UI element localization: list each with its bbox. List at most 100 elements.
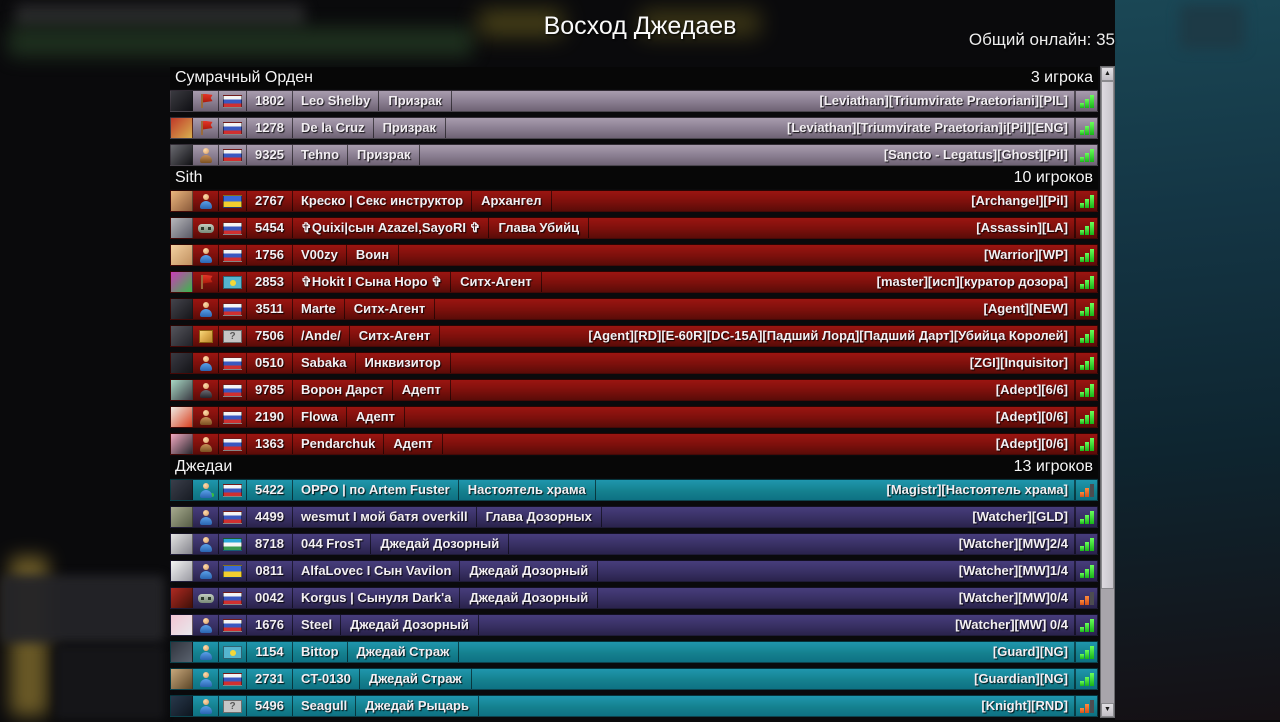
player-avatar[interactable] [171,145,193,165]
user-blue-icon [197,247,215,264]
player-row[interactable]: 2190 Flowa Адепт [Adept][0/6] [170,406,1098,428]
player-avatar[interactable] [171,507,193,527]
player-name: ✞Quixi|сын Azazel,SayoRI ✞ [293,218,490,238]
user-blue-icon [197,355,215,372]
player-id: 2731 [247,669,293,689]
player-id: 5422 [247,480,293,500]
player-row[interactable]: 2853 ✞Hokit I Сына Норо ✞ Ситх-Агент [ma… [170,271,1098,293]
player-row[interactable]: 1154 Bittop Джедай Страж [Guard][NG] [170,641,1098,663]
flag-ru-icon [223,672,242,686]
player-row[interactable]: 5496 Seagull Джедай Рыцарь [Knight][RND] [170,695,1098,717]
player-avatar[interactable] [171,245,193,265]
player-id: 0042 [247,588,293,608]
player-id: 8718 [247,534,293,554]
player-avatar[interactable] [171,642,193,662]
player-avatar[interactable] [171,91,193,111]
player-tags: [Watcher][MW] 0/4 [955,617,1068,632]
player-row[interactable]: 1756 V00zy Воин [Warrior][WP] [170,244,1098,266]
player-row[interactable]: 9785 Ворон Дарст Адепт [Adept][6/6] [170,379,1098,401]
connection-signal-icon [1079,302,1094,316]
connection-signal-icon [1079,699,1094,713]
player-row[interactable]: 8718 044 FrosT Джедай Дозорный [Watcher]… [170,533,1098,555]
scrollbar-thumb[interactable] [1101,81,1114,589]
player-name: Korgus | Сынуля Dark'a [293,588,461,608]
player-row[interactable]: 1802 Leo Shelby Призрак [Leviathan][Triu… [170,90,1098,112]
background-blur [640,10,760,36]
player-row[interactable]: 4499 wesmut I мой батя overkill Глава До… [170,506,1098,528]
player-row[interactable]: 2731 CT-0130 Джедай Страж [Guardian][NG] [170,668,1098,690]
player-row[interactable]: 5454 ✞Quixi|сын Azazel,SayoRI ✞ Глава Уб… [170,217,1098,239]
player-id: 2853 [247,272,293,292]
player-avatar[interactable] [171,272,193,292]
player-avatar[interactable] [171,380,193,400]
player-avatar[interactable] [171,353,193,373]
player-row[interactable]: 5422 OPPO | по Artem Fuster Настоятель х… [170,479,1098,501]
player-id: 1802 [247,91,293,111]
background-blur [478,10,563,36]
player-avatar[interactable] [171,218,193,238]
player-name: V00zy [293,245,347,265]
player-avatar[interactable] [171,191,193,211]
player-tags: [Adept][0/6] [995,436,1068,451]
scroll-up-icon[interactable]: ▲ [1101,67,1114,81]
player-row[interactable]: 0042 Korgus | Сынуля Dark'a Джедай Дозор… [170,587,1098,609]
player-row[interactable]: 0510 Sabaka Инквизитор [ZGI][Inquisitor] [170,352,1098,374]
connection-signal-icon [1079,510,1094,524]
player-avatar[interactable] [171,534,193,554]
player-avatar[interactable] [171,696,193,716]
player-avatar[interactable] [171,588,193,608]
user-blue-icon [197,536,215,553]
player-tags: [Leviathan][Triumvirate Praetorian]i[Pil… [787,120,1068,135]
player-avatar[interactable] [171,118,193,138]
player-id: 1676 [247,615,293,635]
player-row[interactable]: 1363 Pendarchuk Адепт [Adept][0/6] [170,433,1098,455]
flag-ru-icon [223,510,242,524]
player-id: 2190 [247,407,293,427]
flag-ru-icon [223,410,242,424]
connection-signal-icon [1079,591,1094,605]
player-role: Призрак [374,118,446,138]
player-avatar[interactable] [171,407,193,427]
player-row[interactable]: 1278 De la Cruz Призрак [Leviathan][Triu… [170,117,1098,139]
player-avatar[interactable] [171,434,193,454]
player-role: Джедай Страж [348,642,460,662]
player-row[interactable]: 7506 /Ande/ Ситх-Агент [Agent][RD][E-60R… [170,325,1098,347]
player-role: Призрак [348,145,421,165]
player-name: Tehno [293,145,349,165]
player-tags: [Watcher][MW]0/4 [958,590,1068,605]
player-id: 7506 [247,326,293,346]
player-row[interactable]: 9325 Tehno Призрак [Sancto - Legatus][Gh… [170,144,1098,166]
online-count: Общий онлайн: 35 [968,30,1115,49]
player-avatar[interactable] [171,326,193,346]
player-tags: [Archangel][Pil] [971,193,1068,208]
connection-signal-icon [1079,483,1094,497]
flag-ru-icon [223,121,242,135]
player-avatar[interactable] [171,669,193,689]
player-role: Воин [347,245,400,265]
player-row[interactable]: 3511 Marte Ситх-Агент [Agent][NEW] [170,298,1098,320]
player-tags: [Assassin][LA] [976,220,1068,235]
player-tags: [Knight][RND] [981,698,1068,713]
player-avatar[interactable] [171,480,193,500]
player-avatar[interactable] [171,615,193,635]
connection-signal-icon [1079,221,1094,235]
connection-signal-icon [1079,248,1094,262]
flag-red-icon [197,274,215,291]
player-tags: [Sancto - Legatus][Ghost][Pil] [883,147,1068,162]
player-row[interactable]: 2767 Креско | Секс инструктор Архангел [… [170,190,1098,212]
scroll-down-icon[interactable]: ▼ [1101,703,1114,717]
player-name: Ворон Дарст [293,380,393,400]
player-tags: [Guardian][NG] [974,671,1068,686]
player-row[interactable]: 1676 Steel Джедай Дозорный [Watcher][MW]… [170,614,1098,636]
player-row[interactable]: 0811 AlfaLovec I Сын Vavilon Джедай Дозо… [170,560,1098,582]
flag-red-icon [197,93,215,110]
flag-ru-icon [223,148,242,162]
scrollbar[interactable]: ▲ ▼ [1100,66,1115,718]
player-list: Сумрачный Орден 3 игрока 1802 Leo Shelby… [170,67,1098,722]
connection-signal-icon [1079,410,1094,424]
user-blue-icon [197,193,215,210]
player-id: 0811 [247,561,293,581]
player-avatar[interactable] [171,561,193,581]
user-dark-icon [197,382,215,399]
player-avatar[interactable] [171,299,193,319]
